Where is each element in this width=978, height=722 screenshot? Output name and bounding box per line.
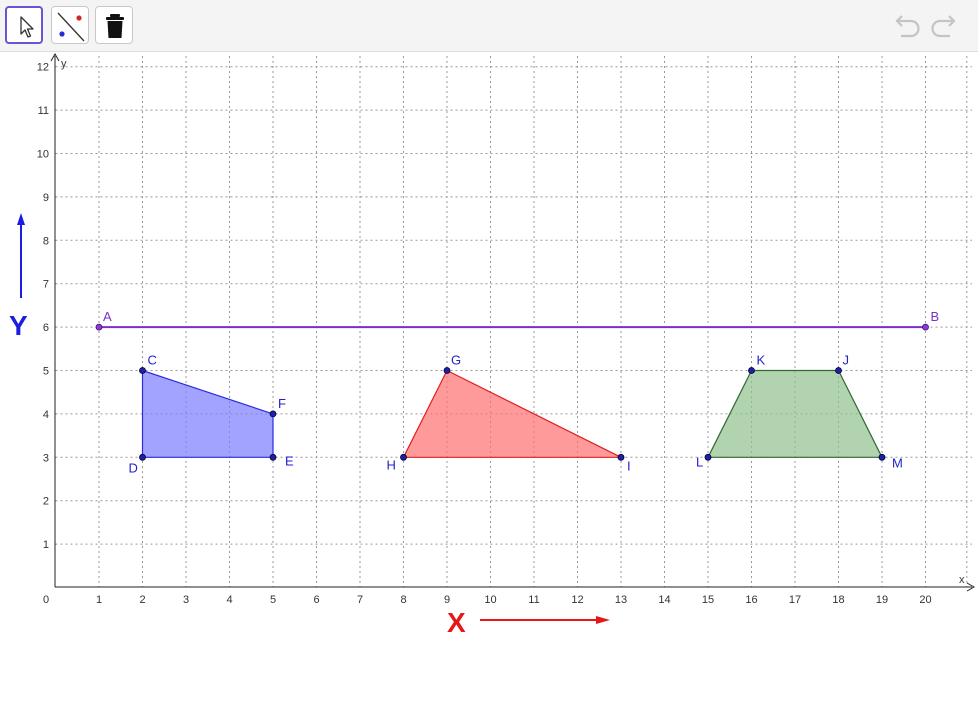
x-tick-label: 14 — [658, 594, 670, 606]
move-tool-button[interactable] — [5, 6, 43, 44]
point-label-I: I — [627, 458, 631, 473]
undo-button[interactable] — [892, 12, 922, 40]
y-tick-label: 1 — [43, 539, 49, 551]
y-tick-label: 4 — [43, 409, 49, 421]
x-tick-label: 3 — [183, 594, 189, 606]
points: C F E D H G I L K J M A B — [95, 309, 940, 475]
y-axis-arrowhead — [50, 53, 60, 62]
x-axis-label: x — [959, 574, 965, 586]
y-tick-label: 8 — [43, 235, 49, 247]
point-label-K: K — [757, 353, 766, 368]
redo-icon — [931, 15, 956, 38]
x-tick-label: 18 — [832, 594, 844, 606]
point-C[interactable] — [139, 367, 146, 374]
y-direction-annotation: Y — [9, 213, 28, 341]
point-A[interactable] — [95, 323, 103, 331]
toolbar — [0, 0, 978, 52]
point-label-J: J — [843, 353, 850, 368]
x-tick-label: 2 — [139, 594, 145, 606]
x-direction-arrowhead — [596, 616, 610, 624]
y-tick-label: 12 — [37, 62, 49, 74]
delete-tool-button[interactable] — [95, 6, 133, 44]
line-tool-button[interactable] — [51, 6, 89, 44]
point-label-M: M — [892, 455, 903, 470]
y-tick-label: 5 — [43, 366, 49, 378]
polygons — [141, 369, 883, 458]
x-axis-arrowhead — [966, 582, 976, 592]
axes: x y — [50, 53, 976, 592]
point-G[interactable] — [443, 367, 451, 374]
quadrilateral-CFED[interactable] — [141, 369, 274, 458]
point-I[interactable] — [617, 453, 625, 461]
y-direction-arrowhead — [17, 213, 25, 225]
point-M[interactable] — [878, 453, 886, 461]
point-label-F: F — [278, 396, 286, 411]
x-tick-label: 12 — [571, 594, 583, 606]
x-tick-label: 13 — [615, 594, 627, 606]
point-L[interactable] — [704, 453, 712, 461]
y-tick-label: 7 — [43, 279, 49, 291]
trash-icon — [106, 14, 124, 38]
point-label-D: D — [129, 460, 138, 475]
point-label-G: G — [451, 353, 461, 368]
x-tick-label: 7 — [357, 594, 363, 606]
y-direction-label: Y — [9, 310, 28, 341]
redo-button[interactable] — [929, 12, 959, 40]
x-tick-label: 4 — [226, 594, 232, 606]
y-tick-label: 9 — [43, 192, 49, 204]
y-tick-label: 3 — [43, 452, 49, 464]
y-tick-label: 6 — [43, 322, 49, 334]
point-J[interactable] — [835, 367, 842, 374]
trapezoid-LKJM[interactable] — [707, 369, 883, 458]
x-direction-label: X — [447, 607, 466, 638]
y-axis-label: y — [61, 58, 67, 70]
x-tick-label: 9 — [444, 594, 450, 606]
x-tick-label: 19 — [876, 594, 888, 606]
x-tick-label: 16 — [745, 594, 757, 606]
point-H[interactable] — [400, 453, 407, 461]
x-tick-label: 1 — [96, 594, 102, 606]
x-tick-label: 6 — [313, 594, 319, 606]
cursor-arrow-icon — [20, 16, 34, 38]
x-tick-label: 8 — [400, 594, 406, 606]
point-label-H: H — [387, 457, 396, 472]
x-tick-label: 20 — [919, 594, 931, 606]
x-tick-label: 0 — [43, 594, 49, 606]
x-tick-label: 17 — [789, 594, 801, 606]
x-direction-annotation: X — [447, 607, 610, 638]
line-through-two-points-icon — [57, 12, 85, 42]
point-label-C: C — [148, 353, 157, 368]
point-label-L: L — [696, 454, 703, 469]
x-tick-label: 5 — [270, 594, 276, 606]
point-B[interactable] — [922, 323, 929, 331]
tick-labels: 0 1 2 3 4 5 6 7 8 9 10 11 12 13 14 15 16 17 18 19 2012345678… — [37, 62, 932, 606]
x-tick-label: 10 — [484, 594, 496, 606]
point-label-A: A — [103, 309, 112, 324]
point-label-E: E — [285, 453, 294, 468]
y-tick-label: 10 — [37, 149, 49, 161]
y-tick-label: 11 — [38, 105, 49, 117]
x-tick-label: 11 — [528, 594, 539, 606]
point-label-B: B — [931, 309, 940, 324]
y-tick-label: 2 — [43, 496, 49, 508]
point-F[interactable] — [269, 410, 277, 418]
point-D[interactable] — [139, 453, 146, 461]
x-tick-label: 15 — [702, 594, 714, 606]
undo-icon — [895, 15, 920, 38]
grid — [55, 56, 972, 588]
point-E[interactable] — [269, 453, 277, 461]
point-K[interactable] — [748, 367, 755, 374]
graphics-view[interactable]: x y 0 1 2 3 4 5 6 7 8 9 10 11 12 13 14 15 16 17 18 19 201234… — [0, 53, 978, 722]
triangle-HGI[interactable] — [402, 369, 622, 458]
